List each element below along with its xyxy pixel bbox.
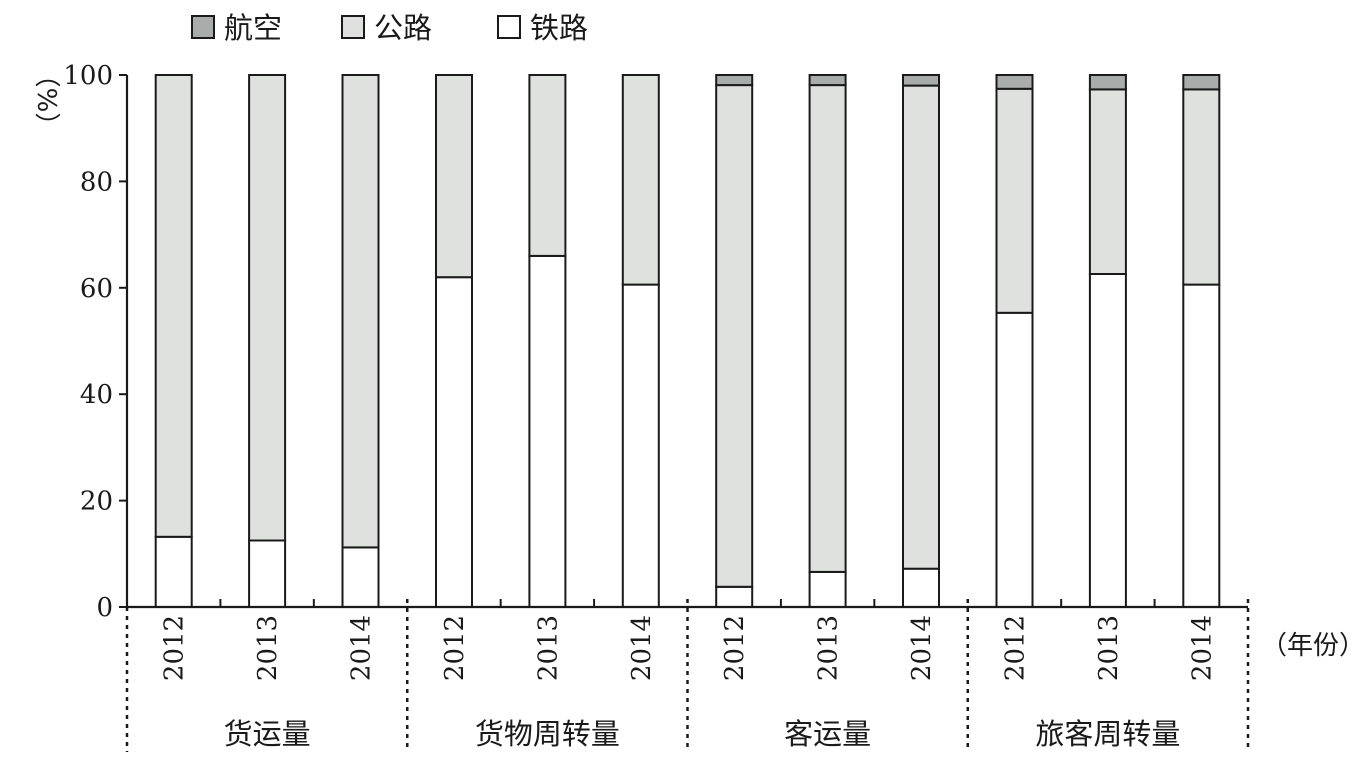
legend-swatch-2 [497,15,521,39]
y-tick-label-60: 60 [80,274,113,304]
bar-segment-铁路-11 [1182,283,1221,608]
y-tick-label-40: 40 [80,380,113,410]
x-tick-label-7: 2013 [814,615,844,681]
bar-segment-铁路-3 [435,276,473,608]
bar-segment-公路-3 [435,74,473,279]
y-tick-label-20: 20 [80,487,113,517]
bar-segment-航空-9 [995,74,1034,90]
bar-segment-铁路-6 [715,585,754,608]
legend-label-0: 航空 [224,11,282,45]
legend-swatch-1 [341,15,365,39]
legend-label-1: 公路 [374,11,432,45]
y-tick-label-100: 100 [63,61,113,91]
bar-segment-公路-10 [1088,88,1127,276]
x-tick-label-8: 2014 [907,615,937,681]
bar-segment-公路-9 [995,87,1034,314]
bar-segment-铁路-5 [621,283,660,608]
bar-segment-公路-5 [621,74,660,286]
bar-segment-铁路-2 [341,546,380,609]
group-label-1: 货物周转量 [475,717,620,751]
bar-segment-公路-6 [715,84,754,588]
bar-segment-铁路-1 [248,539,287,608]
bar-segment-公路-11 [1182,88,1221,286]
bar-segment-公路-1 [248,74,287,542]
x-tick-label-4: 2013 [533,615,563,681]
x-tick-label-6: 2012 [720,615,750,681]
x-tick-label-0: 2012 [160,615,190,681]
group-label-3: 旅客周转量 [1035,717,1180,751]
y-tick-label-80: 80 [80,167,113,197]
bar-segment-铁路-8 [902,567,940,609]
bar-segment-公路-4 [528,74,567,257]
bar-segment-公路-2 [341,74,380,549]
x-tick-label-2: 2014 [347,615,377,681]
bar-segment-航空-10 [1088,74,1127,91]
bar-segment-公路-7 [808,84,847,573]
bar-segment-铁路-4 [528,254,567,608]
legend: 航空 公路 铁路 [191,11,588,45]
y-tick-label-0: 0 [96,593,113,623]
bar-segment-航空-6 [715,74,754,87]
axes: 0 20 40 60 80 100 2012 2013 2014 2012 2013 2014 2012… [63,61,1250,752]
bar-segment-铁路-0 [154,535,193,608]
x-tick-label-1: 2013 [253,615,283,681]
x-tick-label-10: 2013 [1094,615,1124,681]
x-axis-unit-label: （年份） [1261,631,1365,661]
bar-segment-铁路-9 [995,311,1034,608]
bar-segment-铁路-10 [1088,273,1127,608]
legend-label-2: 铁路 [530,11,588,45]
x-tick-label-9: 2012 [1000,615,1030,681]
bar-segment-铁路-7 [808,570,847,609]
bars [154,74,1221,609]
x-tick-label-3: 2012 [440,615,470,681]
bar-segment-航空-7 [808,74,847,87]
bar-segment-航空-8 [902,74,940,87]
group-label-0: 货运量 [224,717,311,751]
legend-swatch-0 [191,15,215,39]
x-tick-label-5: 2014 [627,615,657,681]
bar-segment-航空-11 [1182,74,1221,91]
bar-segment-公路-0 [154,74,193,538]
group-label-2: 客运量 [784,717,871,751]
bar-segment-公路-8 [902,84,940,570]
x-tick-label-11: 2014 [1187,615,1217,681]
y-axis-unit-label: （%） [31,62,61,139]
